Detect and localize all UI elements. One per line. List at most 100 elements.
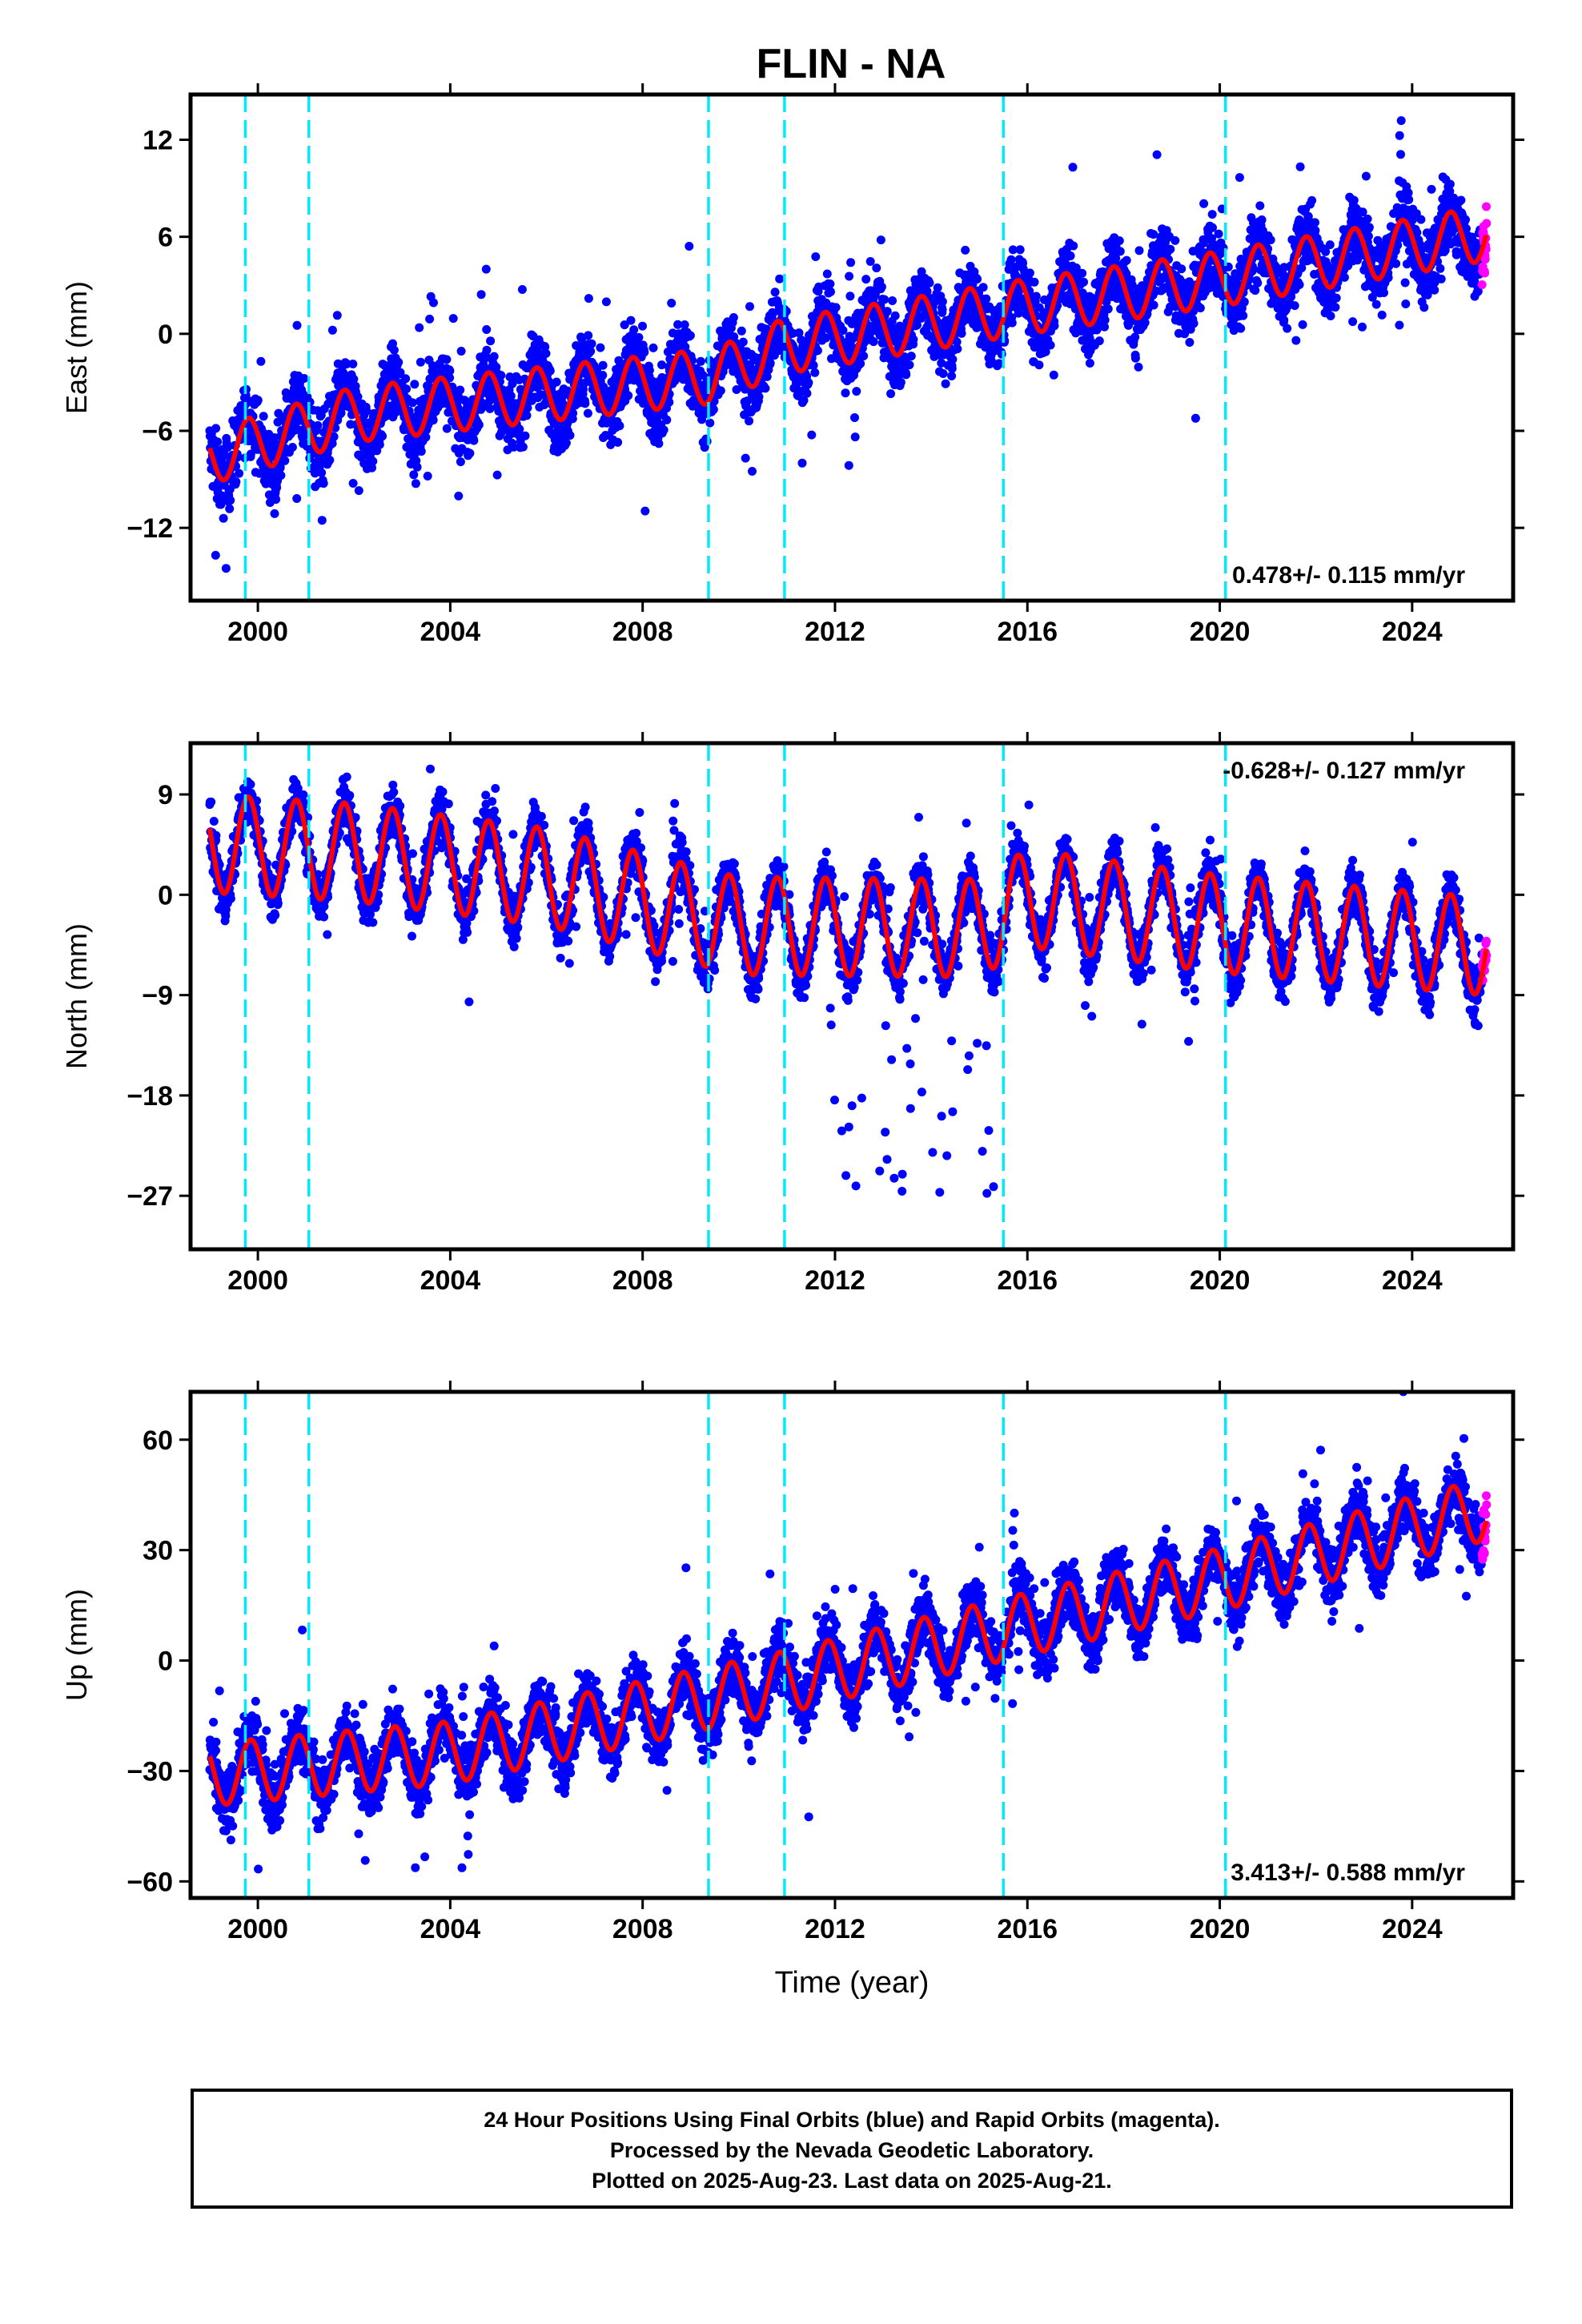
final-orbit-point — [973, 275, 982, 283]
final-orbit-point — [584, 294, 593, 304]
final-orbit-point — [402, 384, 412, 394]
final-orbit-point — [748, 467, 757, 476]
final-orbit-point — [445, 366, 455, 376]
final-orbit-point — [624, 391, 633, 400]
final-orbit-point — [810, 368, 820, 377]
final-orbit-point — [845, 271, 854, 281]
final-orbit-point — [1396, 150, 1405, 159]
final-orbit-point — [209, 817, 219, 826]
final-orbit-point — [1115, 247, 1125, 256]
final-orbit-point — [219, 513, 228, 523]
final-orbit-point — [508, 379, 517, 388]
final-orbit-point — [354, 486, 363, 496]
final-orbit-point — [1379, 288, 1388, 297]
final-orbit-point — [506, 391, 516, 400]
final-orbit-point — [804, 378, 813, 388]
final-orbit-point — [896, 378, 905, 387]
final-orbit-point — [1279, 316, 1289, 325]
final-orbit-point — [1331, 303, 1340, 312]
final-orbit-point — [226, 894, 235, 903]
final-orbit-point — [442, 355, 452, 364]
final-orbit-point — [598, 371, 608, 380]
final-orbit-point — [271, 495, 281, 505]
final-orbit-point — [1307, 195, 1317, 205]
final-orbit-point — [317, 516, 327, 525]
final-orbit-point — [412, 462, 422, 472]
final-orbit-point — [1358, 322, 1367, 332]
final-orbit-point — [1239, 311, 1248, 320]
final-orbit-point — [246, 449, 255, 459]
final-orbit-point — [416, 447, 426, 456]
final-orbit-point — [1068, 163, 1078, 172]
x-tick-label: 2020 — [1190, 617, 1251, 647]
final-orbit-point — [1239, 297, 1249, 307]
final-orbit-point — [1207, 210, 1217, 219]
final-orbit-point — [456, 385, 465, 395]
final-orbit-point — [1100, 316, 1110, 325]
final-orbit-point — [709, 404, 718, 414]
final-orbit-point — [797, 458, 807, 468]
final-orbit-point — [348, 360, 358, 368]
final-orbit-point — [1325, 240, 1335, 250]
y-axis-label: East (mm) — [60, 281, 93, 414]
final-orbit-point — [1391, 259, 1401, 268]
final-orbit-point — [389, 345, 399, 355]
final-orbit-point — [765, 358, 775, 368]
data-layer — [205, 116, 1492, 573]
final-orbit-point — [1430, 285, 1439, 295]
final-orbit-point — [481, 264, 491, 274]
final-orbit-point — [831, 303, 841, 312]
final-orbit-point — [1298, 320, 1307, 329]
final-orbit-point — [865, 257, 875, 266]
final-orbit-point — [428, 416, 438, 425]
panel-2: 2000 2004 2008 2012 2016 2020 2024−27−18−909No… — [60, 732, 1524, 1296]
final-orbit-point — [253, 396, 263, 405]
final-orbit-point — [1477, 280, 1487, 289]
final-orbit-point — [775, 274, 785, 283]
final-orbit-point — [933, 283, 942, 292]
final-orbit-point — [1255, 201, 1265, 211]
final-orbit-point — [1482, 219, 1492, 228]
final-orbit-point — [394, 357, 404, 367]
final-orbit-point — [877, 282, 886, 292]
final-orbit-point — [415, 323, 424, 332]
final-orbit-point — [313, 420, 323, 430]
final-orbit-point — [961, 245, 970, 255]
final-orbit-point — [1480, 268, 1489, 278]
final-orbit-point — [276, 471, 286, 480]
final-orbit-point — [1395, 131, 1404, 140]
final-orbit-point — [1025, 268, 1034, 278]
final-orbit-point — [716, 386, 725, 396]
final-orbit-point — [685, 331, 695, 340]
final-orbit-point — [901, 370, 911, 380]
final-orbit-point — [872, 263, 881, 273]
final-orbit-point — [886, 389, 896, 399]
final-orbit-point — [213, 437, 223, 447]
final-orbit-point — [1191, 413, 1200, 423]
final-orbit-point — [545, 366, 555, 376]
final-orbit-point — [613, 437, 623, 447]
final-orbit-point — [319, 479, 328, 489]
final-orbit-point — [1134, 362, 1143, 372]
final-orbit-point — [280, 456, 290, 465]
final-orbit-point — [685, 242, 694, 251]
final-orbit-point — [1461, 215, 1470, 224]
final-orbit-point — [638, 321, 647, 331]
final-orbit-point — [1251, 286, 1260, 296]
final-orbit-point — [1214, 229, 1223, 239]
final-orbit-point — [938, 305, 947, 314]
final-orbit-point — [1290, 301, 1299, 311]
final-orbit-point — [421, 432, 431, 442]
final-orbit-point — [659, 425, 669, 435]
final-orbit-point — [644, 366, 654, 375]
final-orbit-point — [1066, 251, 1075, 260]
final-orbit-point — [1419, 303, 1429, 312]
final-orbit-point — [1363, 231, 1373, 241]
final-orbit-point — [469, 436, 479, 445]
final-orbit-point — [869, 337, 878, 347]
final-orbit-point — [802, 388, 812, 398]
final-orbit-point — [367, 463, 376, 472]
final-orbit-point — [888, 296, 897, 305]
final-orbit-point — [696, 356, 705, 366]
final-orbit-point — [1103, 304, 1113, 314]
